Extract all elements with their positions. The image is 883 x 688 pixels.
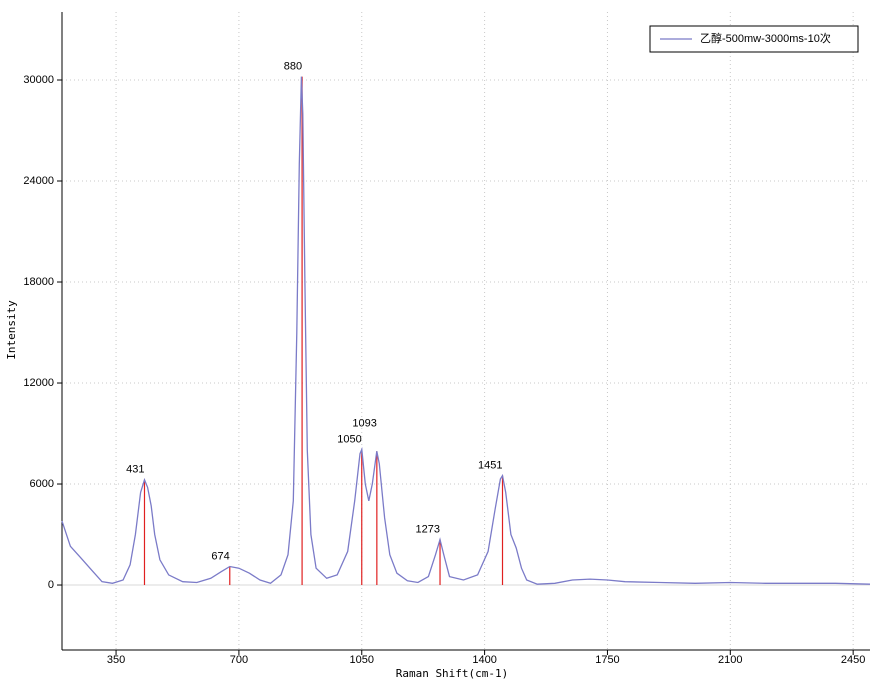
x-tick-label: 1400 [472, 654, 496, 666]
series-line [61, 76, 871, 585]
x-tick-label: 2100 [718, 654, 742, 666]
y-tick-label: 30000 [23, 74, 54, 86]
x-axis-label: Raman Shift(cm-1) [396, 667, 509, 680]
peak-label: 1093 [352, 417, 376, 429]
y-tick-label: 0 [48, 579, 54, 591]
y-axis-label: Intensity [5, 300, 18, 360]
y-tick-label: 6000 [30, 478, 54, 490]
x-tick-label: 1750 [595, 654, 619, 666]
x-tick-label: 700 [230, 654, 248, 666]
peak-label: 1273 [416, 523, 440, 535]
legend-label: 乙醇-500mw-3000ms-10次 [700, 31, 831, 45]
peak-label: 880 [284, 61, 302, 73]
x-tick-label: 2450 [841, 654, 865, 666]
peak-label: 674 [211, 550, 229, 562]
peak-label: 1050 [337, 433, 361, 445]
peak-label: 431 [126, 464, 144, 476]
y-tick-label: 12000 [23, 377, 54, 389]
peak-label: 1451 [478, 460, 502, 472]
x-tick-label: 350 [107, 654, 125, 666]
y-tick-label: 24000 [23, 175, 54, 187]
y-tick-label: 18000 [23, 276, 54, 288]
x-tick-label: 1050 [350, 654, 374, 666]
